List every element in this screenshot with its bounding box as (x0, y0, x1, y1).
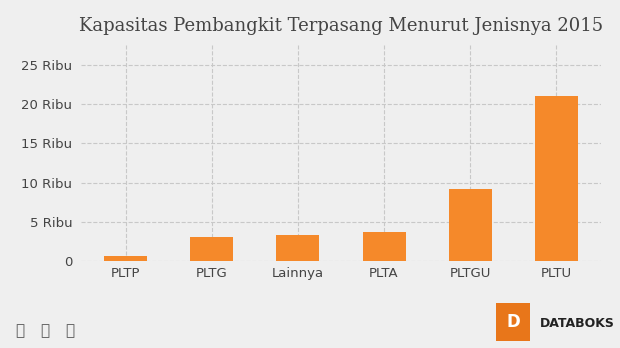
Bar (363, 232, 405, 261)
Title: Kapasitas Pembangkit Terpasang Menurut Jenisnya 2015: Kapasitas Pembangkit Terpasang Menurut J… (79, 17, 603, 35)
Bar (190, 237, 233, 261)
Text: D: D (506, 313, 520, 331)
Text: Ⓒ: Ⓒ (40, 323, 50, 338)
Text: DATABOKS: DATABOKS (539, 317, 614, 330)
Text: Ⓒ: Ⓒ (16, 323, 25, 338)
Bar (449, 189, 492, 261)
Bar (277, 235, 319, 261)
Text: Ⓔ: Ⓔ (65, 323, 74, 338)
Bar (534, 96, 578, 261)
Bar (104, 255, 148, 261)
